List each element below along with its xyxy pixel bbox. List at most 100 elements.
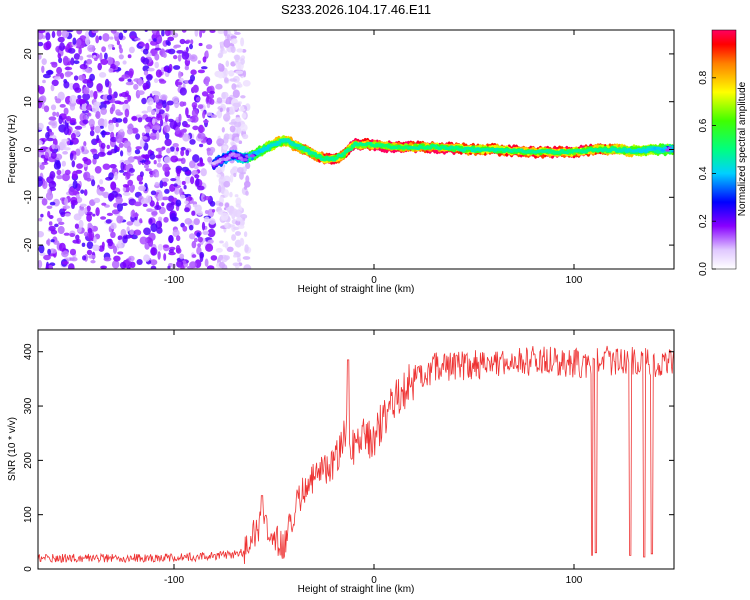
noise-blob — [68, 263, 75, 269]
noise-blob — [167, 265, 171, 269]
noise-blob — [166, 147, 171, 154]
noise-blob — [70, 57, 75, 66]
noise-blob — [243, 70, 247, 78]
noise-blob — [186, 39, 191, 43]
noise-blob — [70, 257, 78, 262]
ridge-cell — [235, 153, 241, 157]
noise-blob — [38, 54, 42, 60]
noise-blob — [47, 69, 53, 75]
spectrogram-x-label: Height of straight line (km) — [298, 284, 415, 295]
noise-blob — [157, 251, 161, 260]
noise-blob — [77, 226, 82, 233]
noise-blob — [104, 78, 110, 88]
noise-blob — [55, 98, 62, 104]
noise-blob — [173, 55, 178, 60]
noise-blob — [181, 180, 186, 186]
noise-blob — [50, 239, 55, 243]
noise-blob — [96, 134, 100, 142]
noise-blob — [163, 253, 167, 261]
noise-blob — [41, 58, 47, 65]
noise-blob — [86, 58, 93, 65]
noise-blob — [199, 132, 206, 140]
noise-blob — [58, 115, 63, 125]
noise-blob — [38, 41, 44, 47]
noise-blob — [141, 97, 147, 105]
noise-blob — [110, 136, 118, 143]
noise-blob — [113, 255, 121, 262]
noise-blob — [151, 90, 159, 95]
noise-blob — [160, 118, 164, 127]
noise-blob — [115, 196, 123, 204]
noise-blob — [64, 71, 72, 78]
noise-blob — [107, 56, 113, 66]
noise-blob — [51, 143, 56, 150]
noise-blob — [131, 127, 139, 134]
noise-blob — [125, 258, 130, 266]
noise-blob — [119, 128, 124, 133]
noise-blob — [57, 36, 65, 43]
noise-blob — [139, 218, 143, 224]
noise-blob — [41, 198, 48, 206]
noise-blob — [192, 204, 198, 208]
noise-blob — [179, 253, 185, 260]
noise-blob — [56, 175, 63, 180]
colorbar-label: Normalized spectral amplitude — [737, 81, 748, 216]
noise-blob — [137, 90, 145, 96]
noise-blob — [142, 57, 150, 65]
noise-blob — [186, 265, 194, 269]
noise-blob — [232, 89, 240, 98]
noise-blob — [216, 174, 221, 178]
noise-blob — [175, 147, 180, 152]
noise-blob — [108, 87, 112, 96]
noise-blob — [145, 116, 153, 123]
noise-blob — [223, 255, 230, 261]
ridge-cell — [286, 139, 291, 143]
noise-blob — [64, 197, 69, 206]
noise-blob — [114, 144, 118, 154]
noise-blob — [128, 70, 133, 79]
noise-blob — [135, 146, 142, 150]
noise-blob — [62, 205, 71, 210]
noise-blob — [96, 83, 103, 92]
noise-blob — [86, 241, 94, 250]
x-tick-label: 0 — [371, 275, 377, 286]
noise-blob — [157, 193, 163, 201]
noise-blob — [236, 217, 243, 222]
noise-blob — [208, 218, 216, 225]
noise-blob — [156, 36, 163, 44]
noise-blob — [172, 143, 179, 148]
noise-blob — [48, 221, 53, 226]
noise-blob — [154, 53, 160, 61]
noise-blob — [175, 81, 183, 86]
noise-blob — [49, 187, 56, 192]
snr-x-label: Height of straight line (km) — [298, 584, 415, 595]
noise-blob — [106, 238, 112, 244]
noise-blob — [217, 52, 223, 59]
noise-blob — [218, 184, 222, 194]
noise-blob — [189, 160, 196, 169]
noise-blob — [127, 179, 134, 186]
noise-blob — [77, 95, 82, 99]
noise-blob — [150, 265, 157, 269]
noise-blob — [69, 233, 76, 237]
noise-blob — [57, 91, 65, 101]
noise-blob — [179, 87, 187, 96]
noise-blob — [75, 148, 81, 156]
noise-blob — [73, 213, 82, 221]
noise-blob — [86, 249, 93, 256]
noise-blob — [154, 95, 160, 103]
noise-blob — [43, 42, 51, 51]
noise-blob — [229, 191, 233, 198]
noise-blob — [220, 212, 229, 221]
noise-blob — [155, 154, 163, 159]
noise-blob — [50, 61, 58, 65]
noise-blob — [235, 203, 241, 208]
noise-blob — [164, 138, 172, 147]
noise-blob — [78, 219, 84, 229]
noise-blob — [226, 97, 230, 105]
noise-blob — [122, 184, 130, 188]
noise-blob — [38, 260, 43, 269]
noise-blob — [83, 189, 88, 196]
noise-blob — [164, 30, 171, 37]
